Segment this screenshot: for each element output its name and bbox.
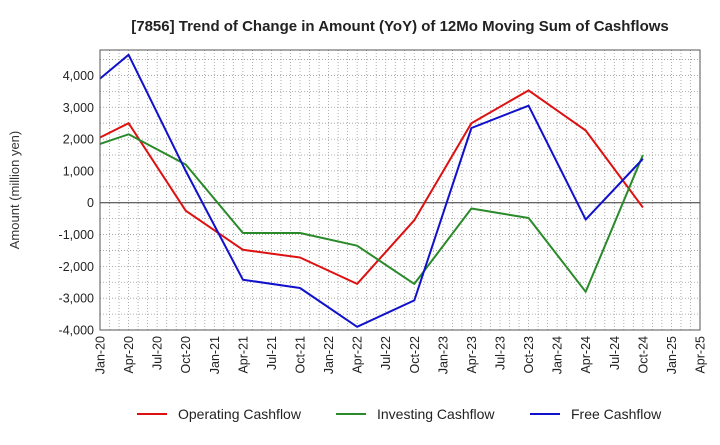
chart-title: [7856] Trend of Change in Amount (YoY) o… [131, 18, 669, 35]
x-tick-label: Jan-21 [208, 336, 222, 374]
y-axis-label: Amount (million yen) [7, 131, 22, 250]
x-tick-label: Jan-20 [94, 336, 108, 374]
y-tick-labels: -4,000 -3,000 -2,000 -1,000 0 1,000 2,000 3,000… [59, 69, 95, 338]
x-tick-label: Jul-22 [379, 336, 393, 370]
x-tick-label: Apr-22 [351, 336, 365, 374]
x-tick-label: Apr-24 [579, 336, 593, 374]
x-tick-labels: Jan-20 Apr-20 Jul-20 Oct-20 Jan-21 Apr-21 Jul-… [94, 336, 708, 374]
x-tick-label: Jul-21 [265, 336, 279, 370]
x-tick-label: Jul-23 [494, 336, 508, 370]
y-tick-label: -4,000 [59, 324, 94, 338]
x-tick-label: Jul-20 [151, 336, 165, 370]
series-line-investing-cashflow [99, 133, 644, 293]
y-tick-label: -3,000 [59, 292, 94, 306]
y-tick-label: -2,000 [59, 260, 94, 274]
series-lines [99, 53, 644, 328]
grid-lines [100, 50, 700, 330]
x-tick-label: Oct-22 [408, 336, 422, 374]
legend-label-free-cashflow: Free Cashflow [571, 406, 662, 422]
x-tick-label: Jan-22 [322, 336, 336, 374]
series-line-free-cashflow [99, 53, 644, 328]
y-tick-label: 4,000 [63, 69, 94, 83]
legend: Operating Cashflow Investing Cashflow Free… [137, 406, 662, 422]
x-tick-label: Apr-23 [465, 336, 479, 374]
series-line-operating-cashflow [99, 89, 644, 285]
x-tick-label: Jan-24 [551, 336, 565, 374]
y-tick-label: 0 [87, 196, 94, 210]
x-tick-label: Apr-25 [694, 336, 708, 374]
x-tick-label: Oct-20 [179, 336, 193, 374]
x-tick-label: Apr-21 [236, 336, 250, 374]
x-tick-label: Oct-21 [294, 336, 308, 374]
plot-area-frame [99, 49, 701, 331]
x-tick-label: Jul-24 [608, 336, 622, 370]
legend-label-operating-cashflow: Operating Cashflow [178, 406, 302, 422]
x-tick-label: Apr-20 [122, 336, 136, 374]
y-tick-label: 2,000 [63, 133, 94, 147]
y-tick-label: -1,000 [59, 228, 94, 242]
y-tick-label: 3,000 [63, 101, 94, 115]
x-tick-label: Oct-24 [636, 336, 650, 374]
x-tick-label: Jan-25 [665, 336, 679, 374]
x-tick-label: Jan-23 [436, 336, 450, 374]
legend-label-investing-cashflow: Investing Cashflow [377, 406, 495, 422]
y-tick-label: 1,000 [63, 164, 94, 178]
x-tick-label: Oct-23 [522, 336, 536, 374]
